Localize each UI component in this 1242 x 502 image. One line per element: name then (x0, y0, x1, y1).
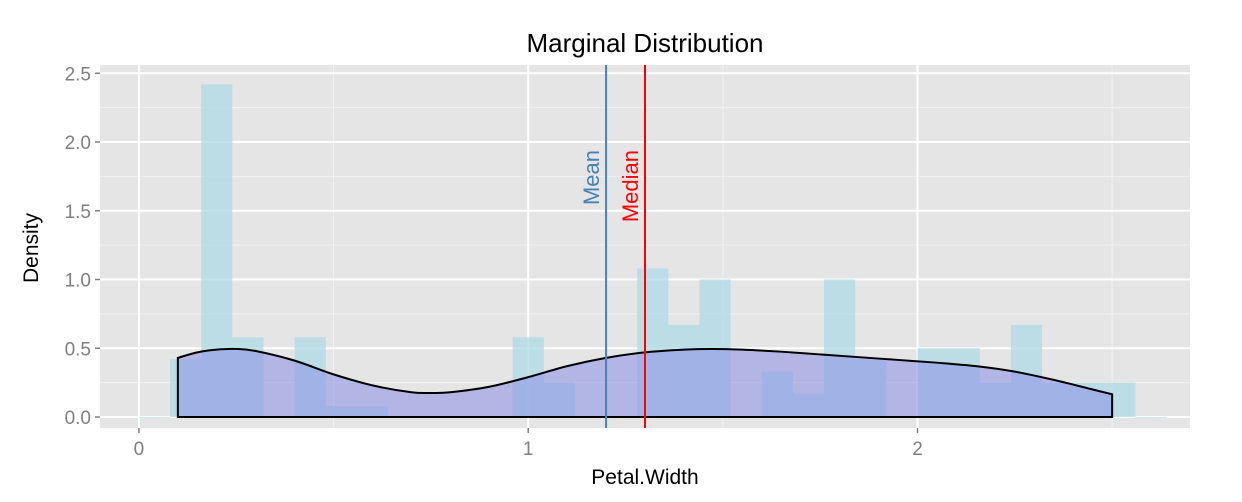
y-tick-label: 0.5 (65, 339, 91, 360)
y-tick-label: 2.5 (65, 64, 91, 85)
y-axis-title: Density (20, 212, 43, 283)
reference-label-median: Median (618, 150, 643, 222)
y-tick-label: 2.0 (65, 133, 91, 154)
x-tick-label: 0 (134, 439, 145, 460)
y-tick-label: 0.0 (65, 408, 91, 429)
x-tick-label: 2 (912, 439, 923, 460)
reference-label-mean: Mean (579, 150, 604, 205)
y-axis-ticks: 0.0 0.5 1.0 1.5 2.0 2.5 (65, 64, 100, 429)
y-tick-label: 1.0 (65, 271, 91, 292)
chart-title: Marginal Distribution (527, 28, 764, 58)
histogram-bar (138, 417, 171, 418)
histogram-bar (1135, 417, 1167, 418)
reference-lines: Mean Median (579, 65, 646, 428)
x-axis-ticks: 0 1 2 (134, 428, 923, 460)
y-tick-label: 1.5 (65, 202, 91, 223)
x-axis-title: Petal.Width (591, 466, 698, 489)
x-tick-label: 1 (523, 439, 534, 460)
